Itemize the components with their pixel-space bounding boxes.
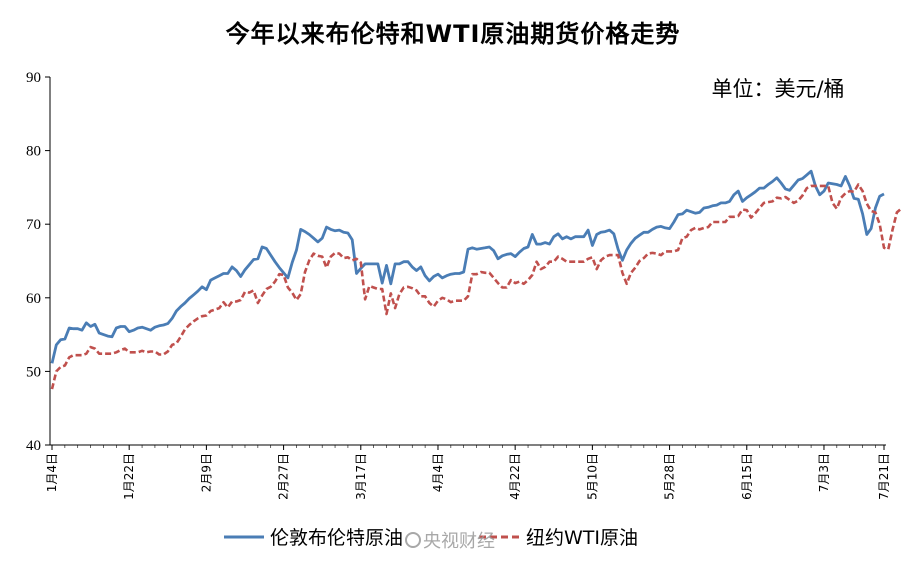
x-tick-label: 6月15日 <box>740 453 754 500</box>
y-tick-label: 90 <box>26 70 41 86</box>
y-tick-label: 40 <box>26 438 41 454</box>
legend: 伦敦布伦特原油 纽约WTI原油 <box>224 527 638 549</box>
x-tick-label: 5月28日 <box>663 453 677 500</box>
legend-label-wti: 纽约WTI原油 <box>526 527 638 549</box>
y-tick-label: 80 <box>26 144 41 160</box>
x-tick-label: 4月22日 <box>508 453 522 500</box>
y-tick-label: 60 <box>26 291 41 307</box>
watermark-icon <box>405 532 421 548</box>
unit-label: 单位：美元/桶 <box>711 77 844 101</box>
x-tick-label: 1月4日 <box>45 453 59 492</box>
y-tick-label: 50 <box>26 364 41 380</box>
watermark-text: 央视财经 <box>423 531 495 552</box>
x-tick-label: 5月10日 <box>585 453 599 500</box>
x-tick-label: 1月22日 <box>122 453 136 500</box>
x-tick-label: 2月27日 <box>277 453 291 500</box>
y-tick-label: 70 <box>26 217 41 233</box>
x-tick-label: 4月4日 <box>431 453 445 492</box>
chart-title: 今年以来布伦特和WTI原油期货价格走势 <box>226 20 681 48</box>
x-tick-label: 7月21日 <box>877 453 891 500</box>
watermark: 央视财经 <box>405 531 495 552</box>
plot-area: 40 50 60 70 80 90 1月4日 1月22日 2月9日 2月27日 3月17日 4月4日 4… <box>26 70 903 500</box>
series-line-wti <box>50 183 903 390</box>
x-tick-label: 3月17日 <box>354 453 368 500</box>
x-tick-label: 7月3日 <box>817 453 831 492</box>
series-line-brent <box>50 169 885 364</box>
x-tick-label: 2月9日 <box>199 453 213 492</box>
legend-label-brent: 伦敦布伦特原油 <box>270 527 403 549</box>
